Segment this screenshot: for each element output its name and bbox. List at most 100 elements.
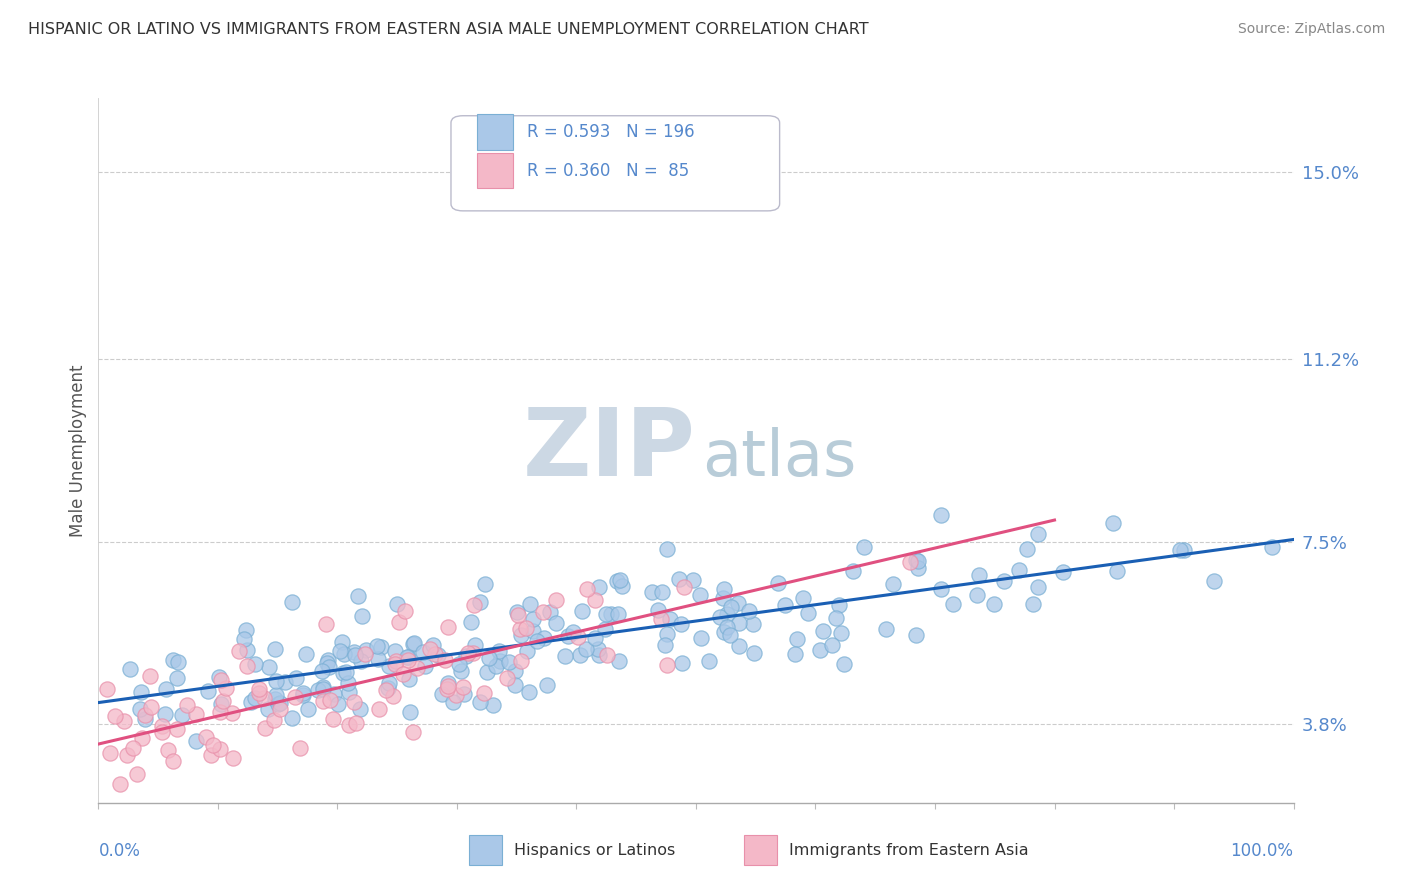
Point xyxy=(291,686,314,700)
Point xyxy=(157,742,180,756)
Point xyxy=(247,686,270,700)
Point xyxy=(450,665,472,679)
Point xyxy=(150,719,173,733)
Point xyxy=(395,650,418,665)
Point xyxy=(474,576,496,591)
Point xyxy=(384,654,406,668)
Point xyxy=(1105,564,1128,578)
Point xyxy=(264,689,287,703)
Point xyxy=(221,706,243,721)
Point xyxy=(384,644,406,658)
Point xyxy=(522,612,544,626)
Point xyxy=(583,592,606,607)
Point xyxy=(222,750,245,764)
Point xyxy=(983,597,1005,611)
Point xyxy=(153,707,176,722)
Point xyxy=(396,649,419,664)
Text: 100.0%: 100.0% xyxy=(1230,841,1294,860)
Point xyxy=(378,676,401,690)
Point xyxy=(451,680,474,694)
Point xyxy=(281,711,304,725)
Point xyxy=(808,643,831,657)
Point xyxy=(134,712,156,726)
Point xyxy=(657,627,679,641)
Point xyxy=(510,654,533,668)
Point xyxy=(253,690,276,705)
Point xyxy=(832,657,855,672)
Point xyxy=(186,707,208,722)
Point xyxy=(515,621,537,635)
FancyBboxPatch shape xyxy=(477,153,513,188)
Point xyxy=(506,605,529,619)
Point xyxy=(1052,565,1074,579)
Point xyxy=(312,682,335,697)
Point xyxy=(195,730,218,744)
Point xyxy=(387,615,409,629)
Point xyxy=(257,660,280,674)
Text: Source: ZipAtlas.com: Source: ZipAtlas.com xyxy=(1237,22,1385,37)
Point xyxy=(882,577,904,591)
Text: Hispanics or Latinos: Hispanics or Latinos xyxy=(515,843,675,857)
Point xyxy=(609,654,631,668)
Point xyxy=(315,617,337,632)
Point xyxy=(671,617,693,632)
Point xyxy=(1008,563,1031,577)
Point xyxy=(904,628,927,642)
Point xyxy=(115,747,138,762)
Text: R = 0.593   N = 196: R = 0.593 N = 196 xyxy=(527,123,695,141)
Point xyxy=(162,754,184,768)
Point xyxy=(236,658,259,673)
Point xyxy=(489,654,512,668)
Point xyxy=(209,673,232,687)
Text: HISPANIC OR LATINO VS IMMIGRANTS FROM EASTERN ASIA MALE UNEMPLOYMENT CORRELATION: HISPANIC OR LATINO VS IMMIGRANTS FROM EA… xyxy=(28,22,869,37)
Point xyxy=(297,702,319,716)
Point xyxy=(247,681,270,696)
Point xyxy=(384,657,406,671)
Point xyxy=(460,615,482,629)
Point xyxy=(176,698,198,712)
Point xyxy=(475,665,498,680)
Text: ZIP: ZIP xyxy=(523,404,696,497)
Point xyxy=(236,642,259,657)
Point xyxy=(391,666,413,681)
Point xyxy=(588,648,610,662)
Point xyxy=(600,607,623,621)
Point xyxy=(436,682,458,697)
Point xyxy=(200,747,222,762)
Point xyxy=(689,631,711,645)
Point xyxy=(245,691,267,706)
Point xyxy=(269,702,291,716)
Point xyxy=(853,540,876,554)
Point xyxy=(509,628,531,642)
Text: R = 0.360   N =  85: R = 0.360 N = 85 xyxy=(527,161,690,179)
Point xyxy=(96,681,118,696)
Point xyxy=(412,644,434,658)
Point xyxy=(741,617,763,632)
Point xyxy=(423,647,446,661)
Point xyxy=(650,612,672,626)
Point xyxy=(235,624,257,638)
Point xyxy=(422,638,444,652)
Point xyxy=(673,580,696,594)
Point xyxy=(942,597,965,611)
Point xyxy=(595,607,617,622)
Point xyxy=(1022,597,1045,611)
Point xyxy=(134,708,156,723)
Point xyxy=(385,597,408,611)
Point xyxy=(344,648,367,662)
Point xyxy=(441,696,464,710)
Point xyxy=(482,698,505,712)
Point xyxy=(413,659,436,673)
Point xyxy=(728,639,751,653)
Point xyxy=(208,670,231,684)
Point xyxy=(284,672,307,686)
Point xyxy=(830,625,852,640)
Point xyxy=(655,541,678,556)
Point xyxy=(212,694,235,708)
Point xyxy=(533,605,555,619)
Point xyxy=(332,635,354,649)
Point xyxy=(240,695,263,709)
Point xyxy=(606,574,628,589)
Point xyxy=(335,665,357,679)
Point xyxy=(478,651,501,665)
